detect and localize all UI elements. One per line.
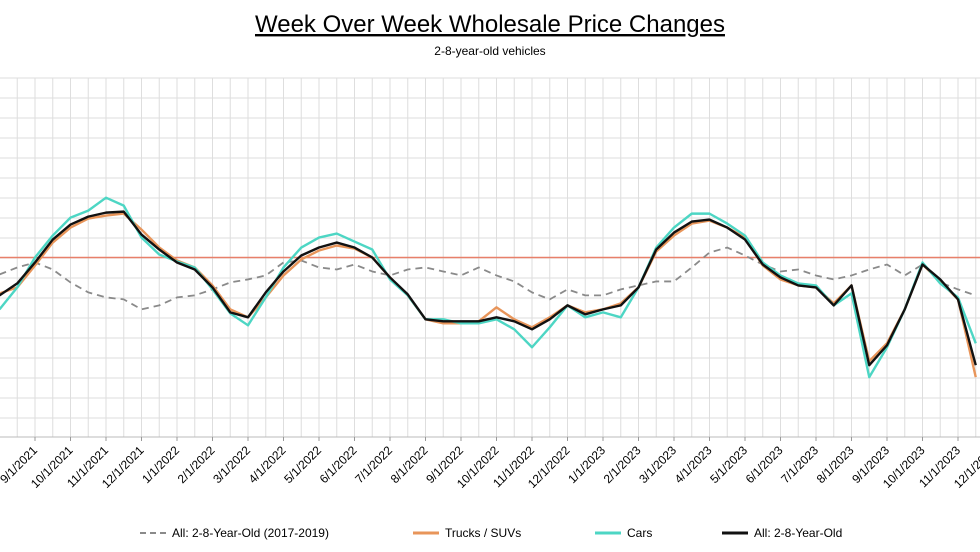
legend-label: All: 2-8-Year-Old (2017-2019) [172,526,329,540]
x-tick-label: 4/1/2022 [246,443,289,486]
x-tick-label: 6/1/2022 [317,443,360,486]
x-tick-label: 5/1/2023 [707,443,750,486]
x-tick-label: 7/1/2023 [778,443,821,486]
x-tick-label: 2/1/2023 [601,443,644,486]
x-tick-label: 4/1/2023 [672,443,715,486]
x-tick-label: 7/1/2022 [352,443,395,486]
legend-label: Cars [627,526,652,540]
x-tick-label: 8/1/2023 [814,443,857,486]
x-tick-label: 3/1/2023 [636,443,679,486]
plot [0,196,980,379]
legend-label: Trucks / SUVs [445,526,521,540]
x-tick-label: 8/1/2022 [388,443,431,486]
series-line [0,246,977,311]
x-tick-label: 1/1/2022 [139,443,182,486]
x-tick-label: 3/1/2022 [210,443,253,486]
chart-title: Week Over Week Wholesale Price Changes [255,11,725,38]
x-tick-label: 6/1/2023 [743,443,786,486]
x-tick-label: 1/1/2023 [565,443,608,486]
x-axis: 9/1/202110/1/202111/1/202112/1/20211/1/2… [0,437,980,491]
series-line [0,196,977,379]
x-tick-label: 2/1/2022 [175,443,218,486]
series-line [0,210,977,367]
x-tick-label: 5/1/2022 [281,443,324,486]
chart-subtitle: 2-8-year-old vehicles [434,44,545,58]
legend-label: All: 2-8-Year-Old [754,526,842,540]
legend: All: 2-8-Year-Old (2017-2019) Trucks / SU… [140,526,842,540]
